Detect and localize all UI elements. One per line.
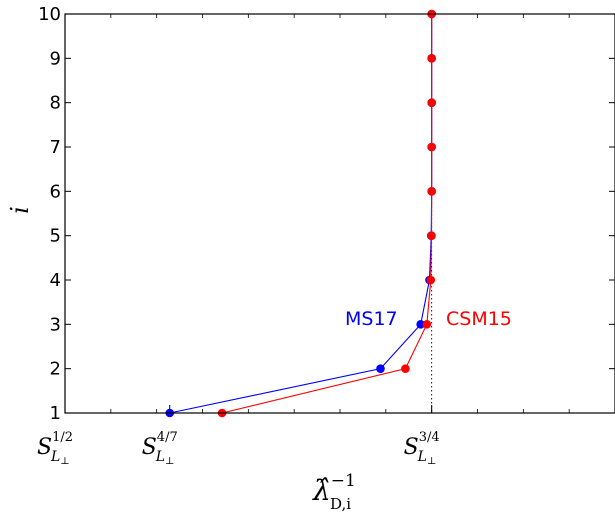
- y-tick-label: 1: [50, 403, 61, 424]
- x-axis-label-main: λ̂: [312, 474, 331, 507]
- series-line-CSM15: [221, 14, 433, 414]
- x-tick-label-sub: L: [417, 449, 427, 465]
- x-tick-label-base: S: [404, 435, 419, 460]
- y-tick-label: 3: [50, 314, 61, 335]
- data-point-CSM15: [427, 231, 436, 240]
- x-tick-label-sup: 4/7: [157, 430, 178, 445]
- y-tick-label: 6: [50, 181, 61, 202]
- x-tick-label: S1/2 L⊥: [37, 430, 73, 467]
- x-tick-label-sub: L: [155, 449, 165, 465]
- data-point-CSM15: [426, 275, 436, 285]
- x-tick-label-sup: 1/2: [52, 430, 73, 445]
- plot-frame: [64, 13, 615, 414]
- x-tick-label: S3/4 L⊥: [404, 430, 440, 467]
- data-point-CSM15: [427, 98, 436, 107]
- x-tick-label: S4/7 L⊥: [142, 430, 178, 467]
- series-line-MS17: [169, 14, 433, 414]
- y-tick-label: 2: [50, 359, 61, 380]
- x-tick-label-sub: L: [50, 449, 60, 465]
- y-tick-label: 7: [50, 137, 61, 158]
- data-point-CSM15: [401, 364, 410, 373]
- y-axis-label: i: [6, 206, 34, 214]
- series-label-csm15: CSM15: [446, 308, 512, 330]
- y-tick-label: 10: [38, 4, 61, 25]
- x-tick-label-perp: ⊥: [60, 456, 69, 467]
- y-tick-label: 5: [50, 226, 61, 247]
- x-tick-label-perp: ⊥: [165, 456, 174, 467]
- ticks-layer: [64, 13, 615, 414]
- x-tick-label-base: S: [142, 435, 157, 460]
- series-label-ms17: MS17: [345, 308, 398, 330]
- x-axis-label-sup: −1: [331, 471, 356, 491]
- x-tick-label-sup: 3/4: [419, 430, 440, 445]
- x-tick-label-perp: ⊥: [427, 456, 436, 467]
- data-point-CSM15: [422, 320, 432, 329]
- data-point-CSM15: [427, 142, 436, 152]
- y-tick-label: 8: [50, 93, 61, 114]
- data-point-MS17: [376, 364, 385, 373]
- data-point-CSM15: [427, 187, 436, 196]
- x-axis-label-sub: D,i: [330, 495, 351, 513]
- x-tick-label-base: S: [37, 435, 52, 460]
- y-tick-label: 9: [50, 48, 61, 69]
- x-axis-label: λ̂−1 D,i: [312, 471, 356, 513]
- data-point-CSM15: [427, 54, 436, 63]
- y-tick-label: 4: [50, 270, 61, 291]
- series-layer: [165, 9, 436, 418]
